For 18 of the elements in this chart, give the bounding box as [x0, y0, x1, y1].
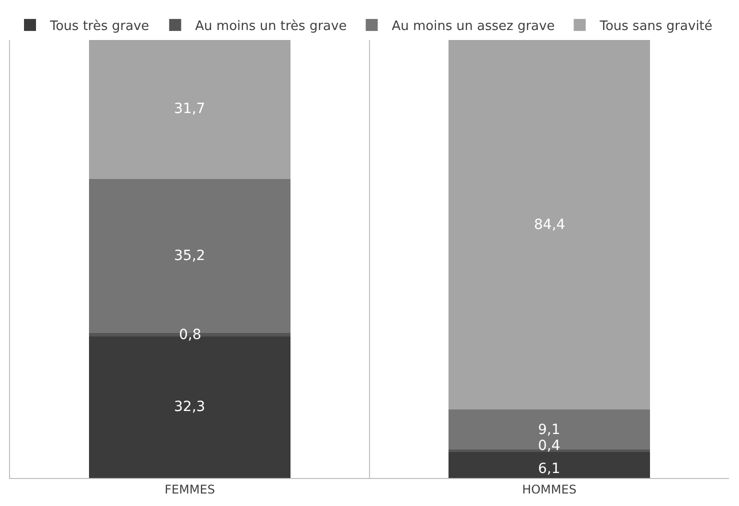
data-label: 9,1	[538, 422, 560, 438]
data-label: 0,4	[538, 438, 560, 454]
x-tick-label: HOMMES	[522, 482, 576, 496]
bar	[89, 40, 290, 179]
data-label: 31,7	[174, 101, 206, 117]
data-label: 35,2	[174, 248, 206, 264]
x-tick-label: FEMMES	[164, 482, 215, 496]
legend-label: Au moins un assez grave	[392, 19, 555, 34]
data-label: 6,1	[538, 461, 560, 477]
bar	[448, 40, 650, 410]
legend-label: Tous très grave	[49, 19, 150, 34]
data-label: 0,8	[179, 327, 202, 343]
data-label: 84,4	[534, 217, 566, 233]
data-label: 32,3	[174, 399, 206, 415]
legend-label: Au moins un très grave	[195, 19, 347, 34]
bar	[448, 410, 650, 450]
legend-label: Tous sans gravité	[598, 19, 712, 34]
bar	[448, 451, 650, 478]
